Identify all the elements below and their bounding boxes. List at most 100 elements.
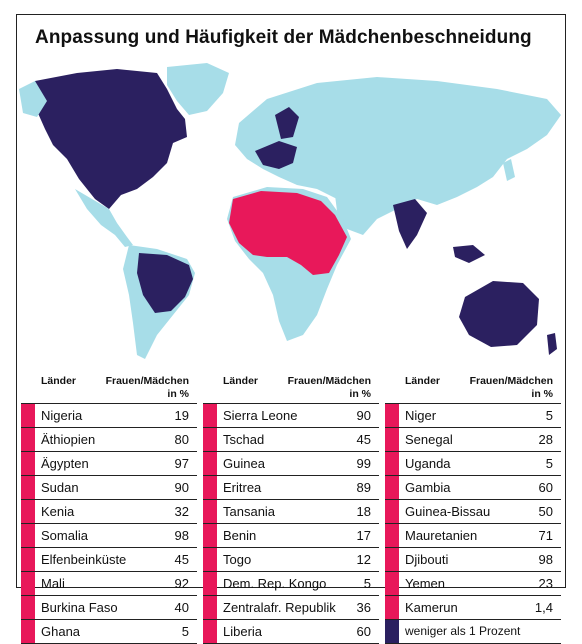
- country-value: 99: [356, 456, 371, 471]
- scandinavia-region: [275, 107, 299, 139]
- table-row: Guinea 99: [203, 452, 379, 476]
- country-name: Uganda: [405, 456, 451, 471]
- header-country: Länder: [405, 375, 441, 387]
- table-column: Länder Frauen/Mädchen in % Niger 5 Senegal…: [385, 365, 561, 644]
- country-name: Niger: [405, 408, 437, 423]
- table-row: Ägypten 97: [21, 452, 197, 476]
- country-value: 5: [545, 456, 553, 471]
- table-row: Yemen 23: [385, 572, 561, 596]
- japan-region: [503, 159, 515, 181]
- country-value: 5: [545, 408, 553, 423]
- affected-swatch: [21, 524, 35, 547]
- country-name: Nigeria: [41, 408, 83, 423]
- affected-swatch: [21, 572, 35, 595]
- affected-swatch: [203, 524, 217, 547]
- country-value: 32: [174, 504, 189, 519]
- country-name: Zentralafr. Republik: [223, 600, 336, 615]
- western-europe-region: [255, 141, 297, 169]
- table-row: Niger 5: [385, 403, 561, 428]
- country-value: 90: [174, 480, 189, 495]
- header-country: Länder: [41, 375, 77, 387]
- country-value: 98: [174, 528, 189, 543]
- header-value-line1: Frauen/Mädchen: [105, 375, 189, 387]
- table-column: Länder Frauen/Mädchen in % Sierra Leone 9…: [203, 365, 379, 644]
- affected-swatch: [203, 404, 217, 427]
- header-country: Länder: [223, 375, 259, 387]
- affected-swatch: [385, 452, 399, 475]
- country-name: Äthiopien: [41, 432, 96, 447]
- affected-swatch: [385, 476, 399, 499]
- table-row: Tansania 18: [203, 500, 379, 524]
- table-row: Kenia 32: [21, 500, 197, 524]
- affected-swatch: [203, 596, 217, 619]
- country-name: Djibouti: [405, 552, 449, 567]
- affected-swatch: [385, 596, 399, 619]
- country-name: Mauretanien: [405, 528, 478, 543]
- country-name: Eritrea: [223, 480, 262, 495]
- country-name: Mali: [41, 576, 65, 591]
- eurasia-landmass: [235, 77, 561, 219]
- affected-swatch: [21, 596, 35, 619]
- legend-row: weniger als 1 Prozent: [385, 620, 561, 644]
- table-header: Länder Frauen/Mädchen in %: [385, 371, 561, 401]
- affected-swatch: [203, 428, 217, 451]
- country-name: Somalia: [41, 528, 88, 543]
- infographic-frame: Anpassung und Häufigkeit der Mädchenbesc…: [16, 14, 566, 644]
- affected-swatch: [21, 404, 35, 427]
- country-name: Benin: [223, 528, 257, 543]
- affected-swatch: [203, 476, 217, 499]
- country-name: Kenia: [41, 504, 75, 519]
- new-zealand-region: [547, 333, 557, 355]
- country-name: Elfenbeinküste: [41, 552, 127, 567]
- table-row: Äthiopien 80: [21, 428, 197, 452]
- table-rows: Niger 5 Senegal 28 Uganda 5 Gambia 60 Guinea-Bis…: [385, 403, 561, 644]
- table-row: Liberia 60: [203, 620, 379, 644]
- affected-swatch: [385, 524, 399, 547]
- brazil-region: [137, 253, 193, 313]
- table-column: Länder Frauen/Mädchen in % Nigeria 19 Äthi…: [21, 365, 197, 644]
- country-value: 5: [363, 576, 371, 591]
- table-row: Mali 92: [21, 572, 197, 596]
- southeast-asia-region: [453, 245, 485, 263]
- india-region: [393, 199, 427, 249]
- country-name: Tschad: [223, 432, 265, 447]
- affected-swatch: [203, 572, 217, 595]
- table-row: Zentralafr. Republik 36: [203, 596, 379, 620]
- country-value: 1,4: [534, 600, 553, 615]
- affected-swatch: [385, 548, 399, 571]
- north-america-region: [31, 69, 187, 209]
- data-tables: Länder Frauen/Mädchen in % Nigeria 19 Äthi…: [17, 365, 565, 644]
- central-america-landmass: [75, 189, 133, 247]
- country-value: 60: [538, 480, 553, 495]
- table-row: Gambia 60: [385, 476, 561, 500]
- country-value: 80: [174, 432, 189, 447]
- table-row: Guinea-Bissau 50: [385, 500, 561, 524]
- table-row: Burkina Faso 40: [21, 596, 197, 620]
- affected-swatch: [203, 452, 217, 475]
- table-row: Djibouti 98: [385, 548, 561, 572]
- table-rows: Nigeria 19 Äthiopien 80 Ägypten 97 Sudan 90 Keni…: [21, 403, 197, 644]
- affected-swatch: [385, 404, 399, 427]
- country-value: 90: [356, 408, 371, 423]
- header-value-line2: in %: [349, 388, 371, 400]
- country-name: Ghana: [41, 624, 81, 639]
- alaska-landmass: [19, 81, 47, 117]
- header-value-line2: in %: [167, 388, 189, 400]
- affected-swatch: [21, 476, 35, 499]
- country-value: 36: [356, 600, 371, 615]
- greenland-landmass: [167, 63, 229, 115]
- table-row: Nigeria 19: [21, 403, 197, 428]
- affected-swatch: [203, 500, 217, 523]
- country-value: 71: [538, 528, 553, 543]
- affected-swatch: [21, 428, 35, 451]
- australia-region: [459, 281, 539, 347]
- country-name: Dem. Rep. Kongo: [223, 576, 327, 591]
- header-value-line1: Frauen/Mädchen: [469, 375, 553, 387]
- country-value: 60: [356, 624, 371, 639]
- country-value: 89: [356, 480, 371, 495]
- country-value: 50: [538, 504, 553, 519]
- country-name: Ägypten: [41, 456, 89, 471]
- table-row: Tschad 45: [203, 428, 379, 452]
- table-row: Elfenbeinküste 45: [21, 548, 197, 572]
- country-name: Liberia: [223, 624, 263, 639]
